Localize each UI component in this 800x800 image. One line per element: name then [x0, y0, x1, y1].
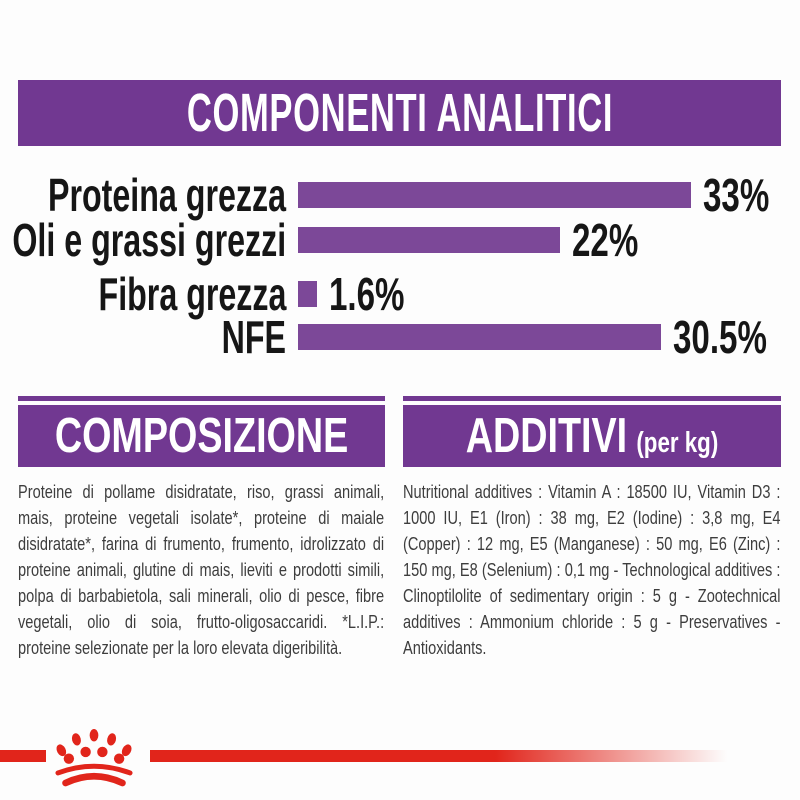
chart-row: Proteina grezza 33%: [0, 169, 800, 221]
chart-value-label: 22%: [572, 214, 639, 266]
additives-title: ADDITIVI: [465, 409, 628, 463]
composition-body-text: Proteine di pollame disidratate, riso, g…: [18, 482, 385, 658]
composition-title: COMPOSIZIONE: [54, 409, 349, 463]
footer-red-line-left: [0, 750, 46, 762]
chart-category-label: Oli e grassi grezzi: [12, 214, 286, 266]
additives-body-text: Nutritional additives : Vitamin A : 1850…: [403, 482, 781, 658]
chart-row: Fibra grezza 1.6%: [0, 268, 800, 320]
additives-title-group: ADDITIVI (per kg): [466, 408, 719, 464]
analytical-components-title: COMPONENTI ANALITICI: [186, 83, 613, 143]
composition-banner: COMPOSIZIONE: [18, 405, 385, 467]
chart-category-label: NFE: [221, 311, 286, 363]
footer-red-line-right: [150, 750, 745, 762]
chart-category-label: Fibra grezza: [98, 268, 286, 320]
chart-bar: [298, 182, 691, 208]
additives-divider-line: [403, 396, 781, 401]
chart-row: NFE 30.5%: [0, 311, 800, 363]
chart-category-label: Proteina grezza: [48, 169, 286, 221]
chart-value-label: 33%: [703, 169, 770, 221]
chart-bar: [298, 324, 661, 350]
analytical-components-banner: COMPONENTI ANALITICI: [18, 80, 781, 146]
chart-value-label: 1.6%: [329, 268, 405, 320]
analytical-components-chart: Proteina grezza 33% Oli e grassi grezzi 22%…: [0, 169, 800, 363]
chart-bar: [298, 281, 317, 307]
additives-per-kg-label: (per kg): [636, 427, 719, 459]
chart-bar: [298, 227, 560, 253]
composition-divider-line: [18, 396, 385, 401]
royal-canin-paw-crown-icon: [55, 729, 133, 787]
chart-value-label: 30.5%: [673, 311, 767, 363]
chart-row: Oli e grassi grezzi 22%: [0, 214, 800, 266]
additives-banner: ADDITIVI (per kg): [403, 405, 781, 467]
